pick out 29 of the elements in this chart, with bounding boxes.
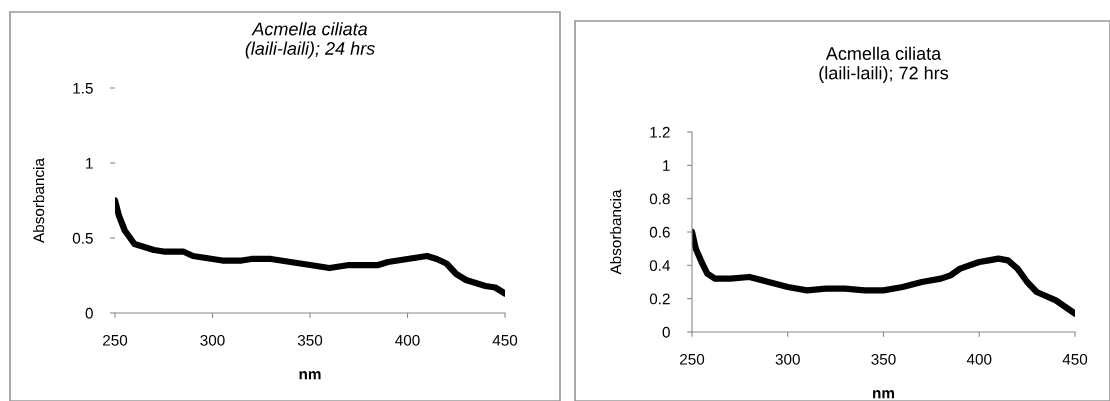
y-tick-label: 1.5 — [73, 83, 93, 94]
y-tick-label: 1.2 — [650, 126, 670, 138]
y-tick-label: 0 — [662, 326, 670, 338]
y-tick-label: 0.2 — [649, 293, 670, 305]
x-tick-label: 250 — [680, 353, 705, 365]
y-tick-label: 0.5 — [72, 232, 93, 244]
y-tick-label: 0 — [85, 307, 93, 319]
x-tick-label: 350 — [871, 353, 896, 365]
x-tick-label: 250 — [103, 334, 128, 346]
x-tick-label: 400 — [966, 353, 992, 365]
x-tick-label: 350 — [297, 334, 323, 346]
y-tick-label: 1 — [86, 158, 93, 169]
chart-subtitle: (laili-laili); 72 hrs — [819, 66, 949, 83]
x-axis-title: nm — [873, 390, 895, 399]
chart-title: Acmella ciliata — [251, 22, 368, 36]
y-axis-title: Absorbancia — [609, 189, 622, 275]
y-tick-label: 0.4 — [649, 260, 671, 272]
x-tick-label: 400 — [395, 334, 420, 346]
chart-subtitle: (laili-laili); 24 hrs — [245, 41, 375, 59]
y-tick-label: 1 — [663, 160, 670, 171]
y-tick-label: 0.6 — [649, 226, 670, 238]
x-tick-label: 450 — [492, 334, 518, 346]
chart-title: Acmella ciliata — [825, 46, 942, 60]
y-tick-label: 0.8 — [649, 193, 670, 205]
x-tick-label: 300 — [775, 353, 800, 365]
y-axis-title: Absorbancia — [32, 158, 45, 243]
x-tick-label: 300 — [200, 334, 225, 346]
x-axis-title: nm — [299, 371, 321, 380]
x-tick-label: 450 — [1062, 353, 1088, 365]
